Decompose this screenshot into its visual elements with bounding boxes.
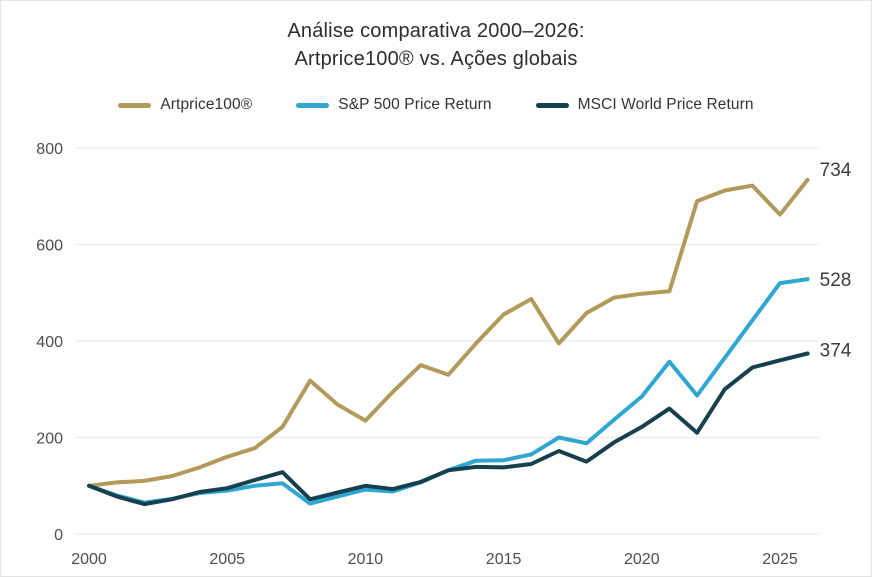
chart-title-line2: Artprice100® vs. Ações globais bbox=[294, 48, 578, 70]
series-line-artprice100 bbox=[87, 177, 810, 488]
legend-label-msci: MSCI World Price Return bbox=[577, 96, 754, 113]
y-axis-tick-800: 800 bbox=[36, 141, 63, 158]
legend-swatch-msci bbox=[535, 102, 569, 108]
legend-item-msci[interactable]: MSCI World Price Return bbox=[535, 96, 754, 114]
legend-label-sp500: S&P 500 Price Return bbox=[338, 96, 492, 113]
x-axis-tick-2025: 2025 bbox=[762, 551, 798, 568]
y-axis-tick-0: 0 bbox=[54, 527, 63, 544]
x-axis-tick-2000: 2000 bbox=[71, 551, 107, 568]
end-label-msci: 374 bbox=[820, 341, 852, 362]
legend-item-artprice100[interactable]: Artprice100® bbox=[118, 96, 252, 114]
x-axis-tick-2015: 2015 bbox=[486, 551, 522, 568]
chart-title: Análise comparativa 2000–2026: Artprice1… bbox=[1, 17, 871, 73]
y-axis-tick-200: 200 bbox=[36, 431, 63, 448]
end-label-sp500: 528 bbox=[820, 270, 852, 291]
chart-legend: Artprice100® S&P 500 Price Return MSCI Wor… bbox=[1, 96, 871, 114]
x-axis-tick-2010: 2010 bbox=[348, 551, 384, 568]
chart-title-line1: Análise comparativa 2000–2026: bbox=[287, 20, 585, 42]
end-label-artprice100: 734 bbox=[820, 160, 852, 181]
legend-swatch-sp500 bbox=[296, 102, 330, 108]
legend-label-artprice100: Artprice100® bbox=[160, 96, 253, 113]
series-line-msci bbox=[87, 351, 810, 507]
y-axis-tick-600: 600 bbox=[36, 238, 63, 255]
x-axis-tick-2020: 2020 bbox=[624, 551, 660, 568]
legend-swatch-artprice100 bbox=[118, 102, 152, 108]
legend-item-sp500[interactable]: S&P 500 Price Return bbox=[296, 96, 492, 114]
x-axis-tick-2005: 2005 bbox=[209, 551, 245, 568]
y-axis-tick-400: 400 bbox=[36, 334, 63, 351]
